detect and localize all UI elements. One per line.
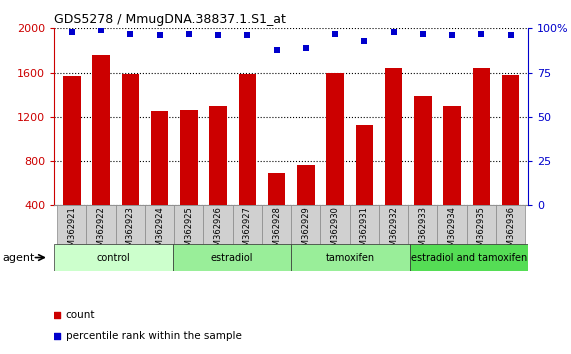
Point xyxy=(389,29,398,35)
Bar xyxy=(203,205,233,244)
Bar xyxy=(408,205,437,244)
Bar xyxy=(116,205,145,244)
Bar xyxy=(349,205,379,244)
Bar xyxy=(496,205,525,244)
Bar xyxy=(473,68,490,205)
Bar xyxy=(443,106,461,205)
Text: GSM362928: GSM362928 xyxy=(272,206,281,257)
Bar xyxy=(437,205,467,244)
Bar xyxy=(63,76,81,205)
Bar xyxy=(385,68,403,205)
Text: GSM362921: GSM362921 xyxy=(67,206,77,257)
Bar xyxy=(320,205,349,244)
Text: GSM362929: GSM362929 xyxy=(301,206,310,257)
Bar xyxy=(268,173,286,205)
Text: count: count xyxy=(66,310,95,320)
Bar xyxy=(297,166,315,205)
Text: GSM362936: GSM362936 xyxy=(506,206,515,257)
Bar xyxy=(356,125,373,205)
Point xyxy=(67,29,77,35)
Bar xyxy=(233,205,262,244)
Point xyxy=(301,45,311,51)
Text: GSM362925: GSM362925 xyxy=(184,206,194,257)
Bar xyxy=(151,111,168,205)
Point xyxy=(272,47,281,52)
Bar xyxy=(379,205,408,244)
Text: control: control xyxy=(96,252,130,263)
Point xyxy=(53,312,62,318)
Point xyxy=(506,33,515,38)
Bar xyxy=(262,205,291,244)
Point xyxy=(477,31,486,36)
Bar xyxy=(173,244,291,271)
Point xyxy=(360,38,369,44)
Bar xyxy=(414,96,432,205)
Text: GSM362930: GSM362930 xyxy=(331,206,340,257)
Text: GSM362922: GSM362922 xyxy=(96,206,106,257)
Text: GSM362923: GSM362923 xyxy=(126,206,135,257)
Bar xyxy=(291,205,320,244)
Bar xyxy=(122,74,139,205)
Text: percentile rank within the sample: percentile rank within the sample xyxy=(66,331,242,341)
Text: GSM362934: GSM362934 xyxy=(448,206,457,257)
Point xyxy=(448,33,457,38)
Text: GSM362932: GSM362932 xyxy=(389,206,398,257)
Point xyxy=(214,33,223,38)
Bar xyxy=(210,106,227,205)
Bar xyxy=(145,205,174,244)
Text: estradiol: estradiol xyxy=(211,252,253,263)
Bar xyxy=(291,244,410,271)
Bar xyxy=(57,205,86,244)
Point xyxy=(126,31,135,36)
Bar xyxy=(86,205,116,244)
Point xyxy=(419,31,428,36)
Bar xyxy=(410,244,528,271)
Point xyxy=(155,33,164,38)
Text: tamoxifen: tamoxifen xyxy=(326,252,375,263)
Text: GSM362931: GSM362931 xyxy=(360,206,369,257)
Text: estradiol and tamoxifen: estradiol and tamoxifen xyxy=(411,252,527,263)
Text: GSM362926: GSM362926 xyxy=(214,206,223,257)
Bar xyxy=(326,73,344,205)
Bar xyxy=(467,205,496,244)
Bar xyxy=(54,244,173,271)
Point xyxy=(243,33,252,38)
Bar xyxy=(502,75,520,205)
Text: GDS5278 / MmugDNA.38837.1.S1_at: GDS5278 / MmugDNA.38837.1.S1_at xyxy=(54,13,286,26)
Bar xyxy=(93,55,110,205)
Bar xyxy=(239,74,256,205)
Text: agent: agent xyxy=(3,252,35,263)
Point xyxy=(184,31,194,36)
Point xyxy=(331,31,340,36)
Point xyxy=(53,333,62,339)
Bar xyxy=(174,205,203,244)
Text: GSM362927: GSM362927 xyxy=(243,206,252,257)
Text: GSM362935: GSM362935 xyxy=(477,206,486,257)
Point xyxy=(96,27,106,33)
Text: GSM362933: GSM362933 xyxy=(419,206,427,257)
Bar xyxy=(180,110,198,205)
Text: GSM362924: GSM362924 xyxy=(155,206,164,257)
